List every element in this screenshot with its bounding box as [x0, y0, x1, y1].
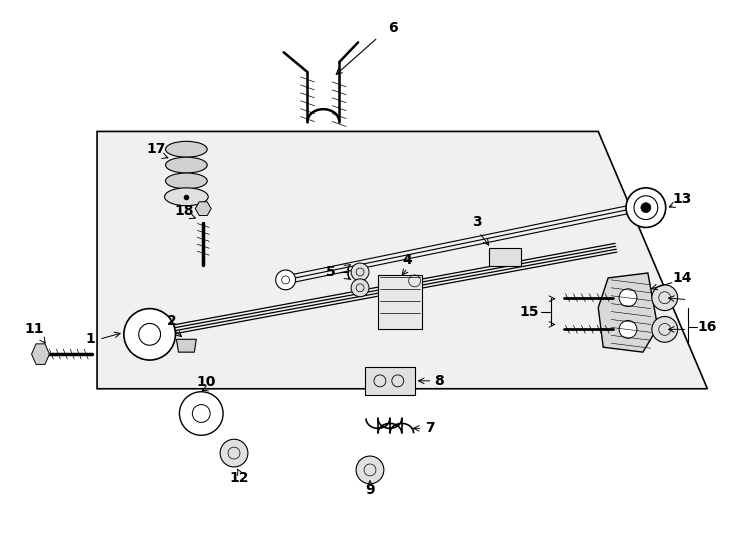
- Ellipse shape: [166, 141, 207, 157]
- Circle shape: [356, 456, 384, 484]
- Text: 8: 8: [435, 374, 444, 388]
- Circle shape: [641, 202, 651, 213]
- Text: 11: 11: [25, 322, 44, 336]
- Circle shape: [351, 279, 369, 296]
- Text: 12: 12: [229, 471, 249, 485]
- FancyBboxPatch shape: [489, 248, 521, 266]
- Ellipse shape: [164, 188, 208, 206]
- Text: 4: 4: [403, 253, 413, 267]
- Polygon shape: [195, 202, 211, 215]
- Circle shape: [351, 263, 369, 281]
- Circle shape: [652, 316, 677, 342]
- Circle shape: [220, 439, 248, 467]
- FancyBboxPatch shape: [378, 275, 421, 329]
- Circle shape: [619, 289, 637, 307]
- Text: 13: 13: [673, 192, 692, 206]
- Text: 18: 18: [175, 204, 194, 218]
- Polygon shape: [32, 344, 49, 365]
- Polygon shape: [176, 339, 196, 352]
- Text: 14: 14: [673, 271, 692, 285]
- Text: 2: 2: [167, 314, 176, 328]
- Circle shape: [626, 188, 666, 227]
- Text: 9: 9: [365, 483, 375, 497]
- Circle shape: [124, 308, 175, 360]
- Text: 5: 5: [325, 265, 335, 279]
- Ellipse shape: [166, 173, 207, 189]
- Circle shape: [276, 270, 296, 290]
- Circle shape: [179, 392, 223, 435]
- Text: 15: 15: [519, 305, 539, 319]
- FancyBboxPatch shape: [365, 367, 415, 395]
- Text: 16: 16: [698, 320, 717, 334]
- Ellipse shape: [166, 157, 207, 173]
- Polygon shape: [598, 273, 658, 352]
- Text: 1: 1: [85, 332, 95, 346]
- Text: 7: 7: [425, 421, 435, 435]
- Circle shape: [652, 285, 677, 310]
- Polygon shape: [97, 131, 708, 389]
- Text: 3: 3: [473, 215, 482, 230]
- Text: 17: 17: [147, 142, 167, 156]
- Text: 6: 6: [388, 21, 398, 35]
- Circle shape: [619, 320, 637, 338]
- Text: 10: 10: [197, 375, 216, 389]
